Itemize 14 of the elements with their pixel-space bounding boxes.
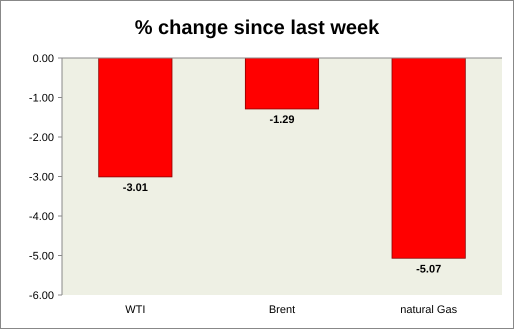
y-tick-label: -5.00 — [28, 250, 54, 262]
x-tick-label: natural Gas — [400, 304, 458, 316]
y-tick-label: 0.00 — [32, 52, 54, 65]
y-tick-label: -2.00 — [28, 132, 54, 144]
y-tick-label: -4.00 — [28, 210, 54, 223]
data-label: -1.29 — [269, 114, 295, 126]
x-tick-label: Brent — [268, 304, 296, 316]
y-tick-label: -1.00 — [28, 92, 54, 104]
chart-title: % change since last week — [134, 17, 380, 39]
x-tick-label: WTI — [125, 304, 146, 316]
y-tick-label: -3.00 — [28, 171, 54, 184]
data-label: -3.01 — [122, 182, 148, 194]
data-label: -5.07 — [416, 263, 442, 276]
y-tick-label: -6.00 — [28, 290, 54, 302]
